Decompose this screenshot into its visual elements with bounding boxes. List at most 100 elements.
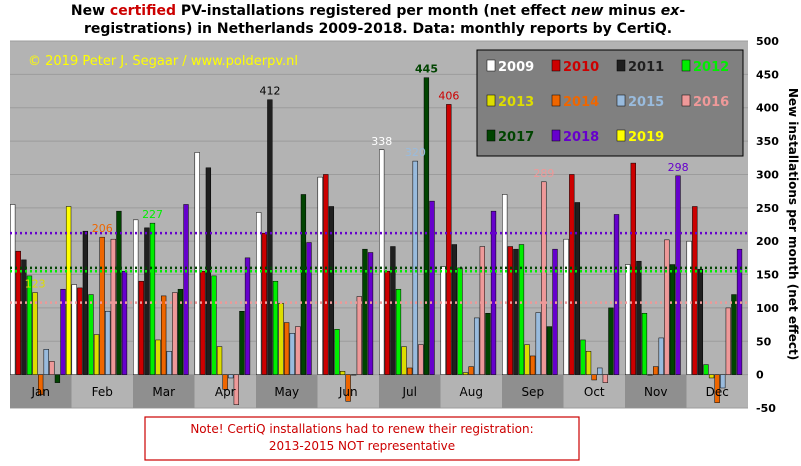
- y-tick-label: 400: [756, 102, 779, 115]
- data-label: 406: [438, 89, 459, 102]
- bar: [591, 374, 597, 381]
- title-segment: New: [71, 3, 110, 19]
- bar: [356, 296, 362, 375]
- legend-swatch: [616, 129, 626, 142]
- bar: [116, 210, 122, 375]
- y-tick-label: 350: [756, 135, 779, 148]
- bar: [54, 374, 61, 383]
- bar: [692, 206, 698, 375]
- month-band: [379, 374, 441, 408]
- bar: [390, 246, 396, 375]
- bar: [613, 214, 620, 375]
- bar: [26, 275, 33, 375]
- bar: [284, 322, 290, 375]
- bar: [183, 204, 189, 375]
- bar: [166, 351, 172, 375]
- bar: [440, 266, 446, 375]
- bar: [384, 270, 390, 375]
- legend-swatch: [551, 129, 561, 142]
- y-axis-label: New installations per month (net effect): [786, 88, 800, 360]
- bar: [502, 194, 508, 375]
- bar: [697, 268, 704, 375]
- x-axis-labels: Jan Feb Mar Apr May Jun Jul Aug Sep Oct Nov Dec: [31, 385, 729, 399]
- y-tick-label: 450: [756, 68, 779, 81]
- x-tick-label: Aug: [460, 385, 483, 399]
- y-tick-label: 200: [756, 235, 779, 248]
- bar: [686, 240, 692, 375]
- average-lines: [10, 231, 748, 304]
- month-band: [502, 374, 564, 408]
- bar: [211, 275, 217, 375]
- bar: [474, 317, 480, 375]
- legend: 2009 2010 2011 2012 2013 2014 2015 2016 2017 2018…: [476, 49, 744, 157]
- y-tick-label: 100: [756, 302, 779, 315]
- bar: [216, 346, 223, 375]
- x-tick-label: Nov: [644, 385, 667, 399]
- watermark: © 2019 Peter J. Segaar / www.polderpv.nl: [28, 54, 298, 69]
- bar: [653, 366, 659, 375]
- bar: [485, 312, 491, 375]
- y-tick-label: 250: [756, 202, 779, 215]
- legend-label: 2015: [628, 95, 664, 110]
- bar: [10, 204, 16, 375]
- month-band: [256, 374, 318, 408]
- bar: [580, 339, 586, 375]
- y-tick-label: 500: [756, 35, 779, 48]
- legend-label: 2013: [498, 95, 534, 110]
- month-band: [625, 374, 687, 408]
- bar: [457, 267, 463, 375]
- legend-label: 2019: [628, 130, 664, 145]
- bar: [446, 104, 452, 375]
- y-tick-label: -50: [756, 402, 776, 415]
- bar: [641, 312, 648, 375]
- title-segment: PV-installations registered per month (n…: [176, 3, 571, 19]
- bar: [133, 219, 139, 375]
- legend-swatch: [486, 129, 496, 142]
- bar: [462, 372, 469, 375]
- bar: [144, 227, 150, 375]
- bar: [574, 202, 581, 375]
- data-label: 123: [25, 278, 46, 291]
- bar: [602, 374, 608, 383]
- bar: [110, 238, 116, 375]
- bar: [395, 288, 402, 375]
- bar: [345, 374, 351, 402]
- legend-label: 2012: [693, 60, 729, 75]
- y-tick-label: 0: [756, 369, 764, 382]
- legend-label: 2017: [498, 130, 534, 145]
- legend-swatch: [551, 94, 561, 107]
- y-axis-ticks: -50 0 50 100 150 200 250 300 350 400 450 500: [756, 35, 779, 415]
- bar: [675, 175, 681, 375]
- y-tick-label: 300: [756, 168, 779, 181]
- bar: [71, 284, 77, 375]
- note-box: Note! CertiQ installations had to renew …: [144, 416, 580, 461]
- data-label: 338: [371, 135, 392, 148]
- bar: [43, 349, 49, 375]
- bar: [200, 270, 206, 375]
- title-segment: new: [571, 3, 603, 19]
- bar: [233, 374, 239, 405]
- x-tick-label: Jan: [31, 385, 51, 399]
- bar: [507, 246, 513, 375]
- bar: [563, 238, 569, 375]
- bar: [535, 312, 541, 375]
- bar: [21, 259, 27, 375]
- title-segment: certified: [110, 3, 176, 19]
- bar: [597, 367, 603, 375]
- chart-title-line1: New certified PV-installations registere…: [71, 3, 685, 19]
- bar: [490, 210, 497, 375]
- bar: [256, 212, 262, 375]
- bar: [731, 294, 737, 375]
- legend-label: 2009: [498, 60, 534, 75]
- bar: [714, 374, 720, 403]
- bar: [65, 206, 72, 375]
- bar: [334, 329, 340, 375]
- bar: [93, 334, 100, 375]
- bar: [513, 248, 519, 375]
- data-label: 320: [405, 146, 426, 159]
- bar: [317, 176, 323, 375]
- x-tick-label: Jul: [402, 385, 417, 399]
- bar: [222, 374, 228, 390]
- x-tick-label: Feb: [92, 385, 113, 399]
